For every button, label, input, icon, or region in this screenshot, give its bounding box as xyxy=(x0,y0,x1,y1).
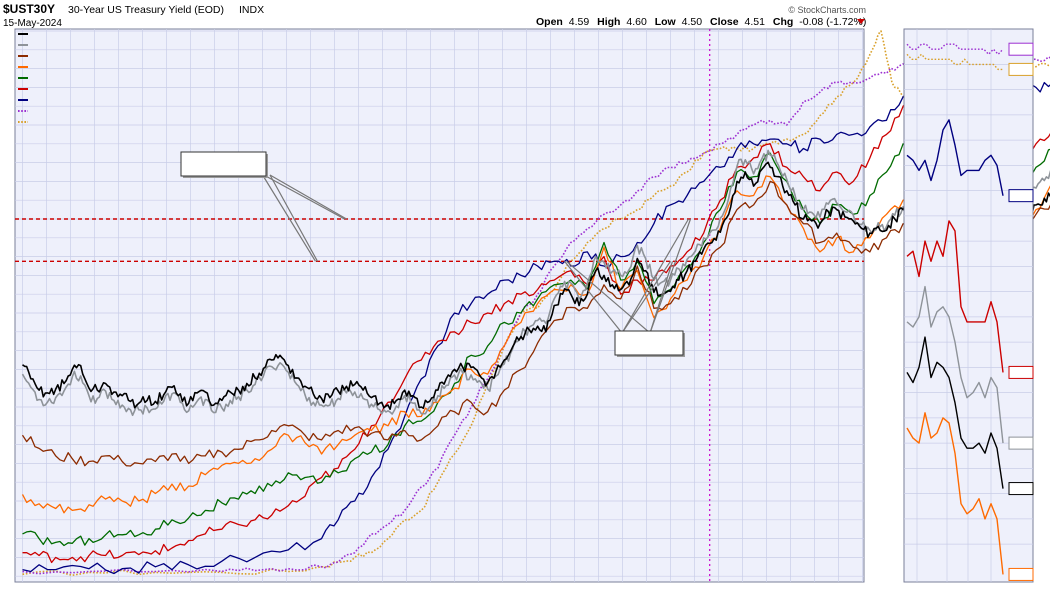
last-value-box-t2y xyxy=(1009,366,1033,378)
zoom-panel xyxy=(904,29,1033,582)
last-value-box-t1y xyxy=(1009,190,1033,202)
svg-text:Open 4.59 High: Open 4.59 High 4.60 Low 4.50 Close 4.51 … xyxy=(536,16,866,28)
zoom-plot-area xyxy=(904,29,1033,582)
ticker-symbol: $UST30Y xyxy=(3,2,55,16)
low-label: Low xyxy=(655,16,677,28)
high-value: 4.60 xyxy=(626,16,647,28)
open-label: Open xyxy=(536,16,563,28)
last-value-box-t20y xyxy=(1009,437,1033,449)
open-value: 4.59 xyxy=(569,16,590,28)
last-value-box-t1m xyxy=(1009,63,1033,75)
chart-title: 30-Year US Treasury Yield (EOD) xyxy=(68,4,224,16)
close-value: 4.51 xyxy=(745,16,766,28)
resistance-box xyxy=(181,152,266,176)
last-value-box-t30y xyxy=(1009,483,1033,495)
high-label: High xyxy=(597,16,620,28)
chg-label: Chg xyxy=(773,16,793,28)
support-box xyxy=(615,331,683,355)
last-value-box-t5y xyxy=(1009,568,1033,580)
close-label: Close xyxy=(710,16,739,28)
exchange-label: INDX xyxy=(239,4,264,16)
chart-date: 15-May-2024 xyxy=(3,18,62,29)
last-value-box-t3m xyxy=(1009,43,1033,55)
stockcharts-brand: © StockCharts.com xyxy=(788,5,866,15)
chg-value: -0.08 (-1.72%) xyxy=(799,16,866,28)
low-value: 4.50 xyxy=(682,16,703,28)
